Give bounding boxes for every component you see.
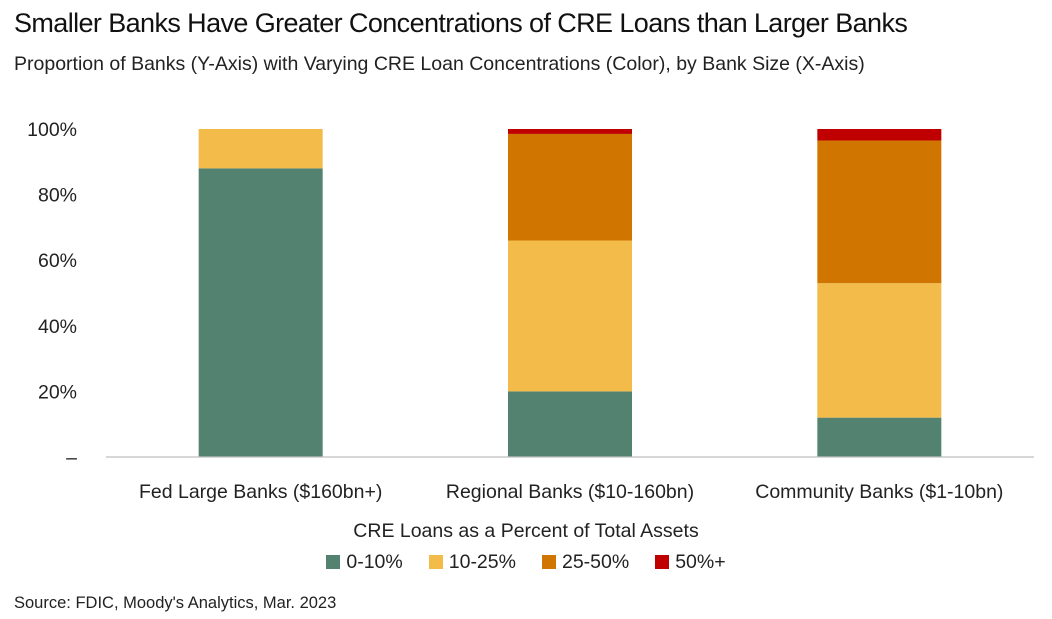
chart-subtitle: Proportion of Banks (Y-Axis) with Varyin… [14,53,865,75]
bar-segment [817,417,942,457]
x-category-label: Community Banks ($1-10bn) [755,481,1003,503]
chart-title: Smaller Banks Have Greater Concentration… [14,8,908,38]
y-tick-label: 80% [38,185,77,207]
bar-segment [198,168,323,458]
legend-item: 10-25% [428,551,516,574]
legend-swatch [541,555,556,570]
bar-segment [508,129,632,134]
legend: 0-10% 10-25% 25-50% 50%+ [0,551,1052,574]
legend-title: CRE Loans as a Percent of Total Assets [353,520,699,542]
bar-segment [198,129,323,169]
legend-label: 25-50% [561,551,630,574]
legend-item: 50%+ [655,551,726,574]
legend-label: 0-10% [346,551,403,574]
bar-segment [817,129,942,141]
y-axis: – 20% 40% 60% 80% 100% [27,119,77,469]
bar-segment [817,140,942,284]
legend-swatch [655,555,670,570]
x-category-label: Regional Banks ($10-160bn) [446,481,694,503]
legend-label: 50%+ [675,551,726,574]
legend-swatch [326,555,341,570]
legend-label: 10-25% [448,551,516,574]
legend-item: 25-50% [541,551,630,574]
y-tick-label: 100% [27,119,77,141]
legend-item: 0-10% [326,551,403,574]
bar-segment [508,133,632,241]
bar-segment [817,283,942,418]
source-note: Source: FDIC, Moody's Analytics, Mar. 20… [14,594,337,612]
bar-segment [508,240,632,392]
legend-swatch [428,555,443,570]
bar-series [198,129,942,458]
y-tick-label: – [66,447,77,469]
bar-segment [508,391,632,457]
y-tick-label: 20% [38,381,77,403]
y-tick-label: 40% [38,316,77,338]
x-category-label: Fed Large Banks ($160bn+) [139,481,382,503]
x-axis-categories: Fed Large Banks ($160bn+) Regional Banks … [139,481,1003,503]
y-tick-label: 60% [38,250,77,272]
